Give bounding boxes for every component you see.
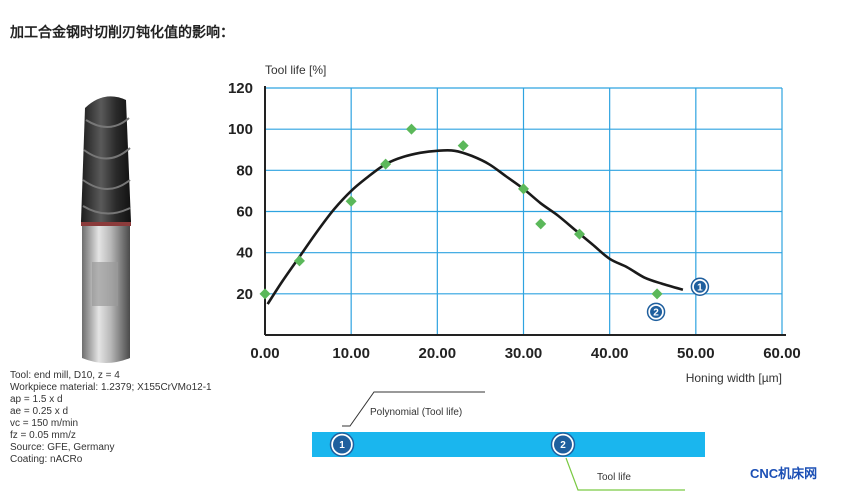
tool-life-points [259, 123, 663, 300]
legend-label-tool-life: Tool life [597, 472, 631, 483]
chart-legend: 1 2 Polynomial (Tool life) Tool life [312, 391, 705, 491]
badge-number: 2 [560, 440, 566, 451]
data-point [259, 288, 271, 300]
badge-number: 1 [339, 440, 345, 451]
series-badge: 2 [550, 432, 576, 457]
x-tick-label: 30.00 [505, 345, 543, 362]
legend-leader-2 [565, 457, 685, 491]
chart-grid [265, 87, 783, 335]
badge-number: 1 [697, 282, 703, 293]
test-conditions: Tool: end mill, D10, z = 4 Workpiece mat… [10, 370, 212, 466]
badge-number: 2 [653, 307, 659, 318]
y-tick-label: 100 [228, 121, 253, 138]
data-point [535, 218, 547, 230]
x-tick-label: 0.00 [250, 345, 279, 362]
y-tick-label: 80 [236, 162, 253, 179]
polynomial-curve [266, 148, 684, 305]
y-tick-label: 120 [228, 80, 253, 97]
info-line: vc = 150 m/min [10, 418, 79, 429]
chart-ticks: 0.00 10.00 20.00 30.00 40.00 50.00 60.00 20 40 60… [228, 80, 801, 362]
series-badges: 12 [646, 277, 710, 322]
info-line: ae = 0.25 x d [10, 406, 69, 417]
watermark: CNC机床网 [750, 466, 818, 481]
legend-band [312, 432, 705, 457]
y-axis-label: Tool life [%] [265, 63, 326, 77]
x-axis-label: Honing width [µm] [686, 371, 782, 385]
series-badge: 2 [646, 302, 666, 322]
badge-fill [650, 305, 663, 318]
x-tick-label: 20.00 [419, 345, 457, 362]
info-line: Workpiece material: 1.2379; X155CrVMo12-… [10, 382, 212, 393]
data-point [380, 158, 392, 170]
x-tick-label: 10.00 [332, 345, 370, 362]
info-line: ap = 1.5 x d [10, 394, 63, 405]
series-badge: 1 [690, 277, 710, 296]
page-title: 加工合金钢时切削刃钝化值的影响： [10, 24, 234, 40]
info-line: Coating: nACRo [10, 454, 83, 465]
x-tick-label: 60.00 [763, 345, 801, 362]
chart-axes [264, 86, 786, 336]
series-badge: 1 [329, 432, 355, 457]
x-tick-label: 40.00 [591, 345, 629, 362]
legend-label-polynomial: Polynomial (Tool life) [370, 407, 462, 418]
y-tick-label: 40 [236, 245, 253, 262]
badge-fill [693, 280, 706, 293]
info-line: Tool: end mill, D10, z = 4 [10, 370, 120, 381]
end-mill-image [81, 96, 131, 363]
info-line: fz = 0.05 mm/z [10, 430, 76, 441]
legend-leader-1 [342, 391, 485, 427]
data-point [345, 195, 357, 207]
data-point [457, 140, 469, 152]
data-point [651, 288, 663, 300]
data-point [293, 255, 305, 267]
badge-fill [333, 435, 351, 454]
data-point [574, 228, 586, 240]
data-point [405, 123, 417, 135]
y-tick-label: 20 [236, 286, 253, 303]
badge-fill [554, 435, 572, 454]
info-line: Source: GFE, Germany [10, 442, 115, 453]
data-point [518, 183, 529, 195]
x-tick-label: 50.00 [677, 345, 715, 362]
y-tick-label: 60 [236, 204, 253, 221]
